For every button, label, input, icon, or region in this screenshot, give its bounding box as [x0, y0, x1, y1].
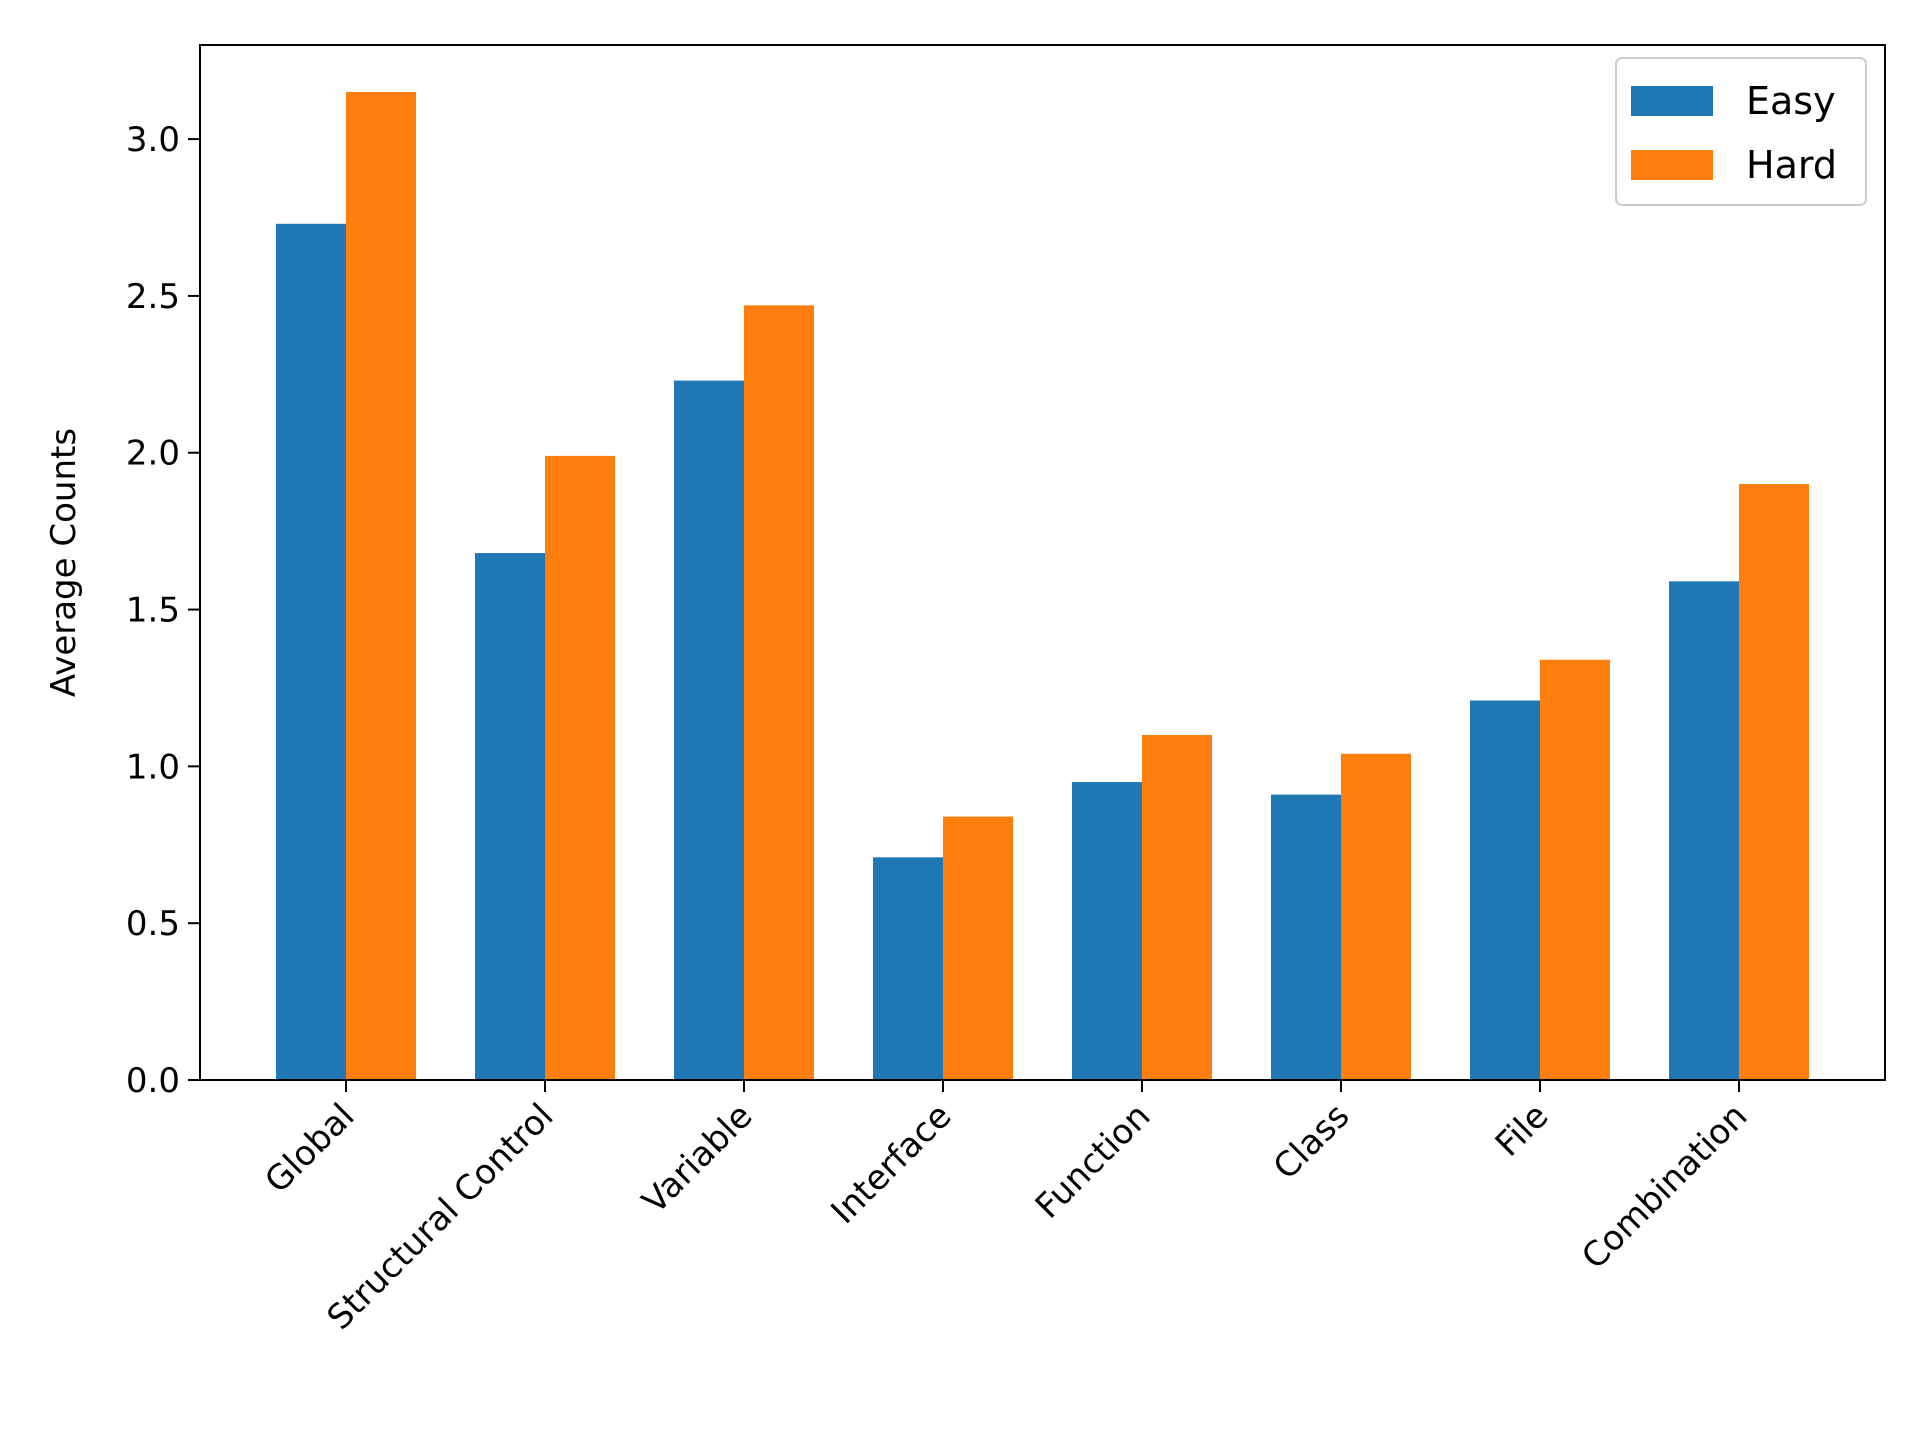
bar-easy-function	[1072, 782, 1142, 1080]
legend-label-easy: Easy	[1746, 79, 1836, 123]
y-tick-label: 0.5	[126, 904, 180, 944]
bar-hard-variable	[744, 305, 814, 1080]
bar-easy-variable	[674, 380, 744, 1080]
bar-easy-structural-control	[475, 553, 545, 1080]
y-tick-label: 3.0	[126, 120, 180, 160]
y-tick-label: 0.0	[126, 1061, 180, 1101]
bar-easy-global	[276, 223, 346, 1081]
legend-swatch-easy	[1631, 86, 1713, 116]
x-tick-label: Interface	[823, 1096, 959, 1232]
bar-hard-global	[346, 92, 416, 1080]
plot-frame	[199, 44, 1886, 1081]
bar-hard-function	[1142, 735, 1212, 1080]
bar-easy-interface	[873, 857, 943, 1080]
bars-group	[276, 92, 1809, 1081]
x-tick-label: Class	[1266, 1096, 1358, 1188]
legend: Easy Hard	[1615, 57, 1867, 206]
x-tick-label: Combination	[1574, 1096, 1755, 1277]
x-tick-label: Variable	[635, 1096, 761, 1222]
bar-hard-file	[1540, 659, 1610, 1080]
x-tick-label: Global	[257, 1096, 362, 1201]
y-axis: 0.0 0.5 1.0 1.5 2.0 2.5 3.0	[126, 120, 200, 1101]
y-axis-label: Average Counts	[44, 428, 84, 697]
bar-hard-structural-control	[545, 455, 615, 1080]
x-tick-label: Function	[1028, 1096, 1159, 1227]
bar-hard-combination	[1739, 484, 1809, 1080]
x-tick-label: File	[1488, 1096, 1557, 1165]
legend-label-hard: Hard	[1746, 143, 1837, 187]
y-tick-label: 2.5	[126, 277, 180, 317]
bar-easy-file	[1470, 700, 1540, 1080]
x-tick-label: Structural Control	[320, 1096, 562, 1338]
bar-hard-interface	[943, 816, 1013, 1080]
y-tick-label: 1.5	[126, 591, 180, 631]
legend-swatch-hard	[1631, 150, 1713, 180]
y-tick-label: 2.0	[126, 434, 180, 474]
bar-hard-class	[1341, 753, 1411, 1080]
bar-easy-class	[1271, 794, 1341, 1080]
y-tick-label: 1.0	[126, 747, 180, 787]
bar-easy-combination	[1669, 581, 1739, 1080]
